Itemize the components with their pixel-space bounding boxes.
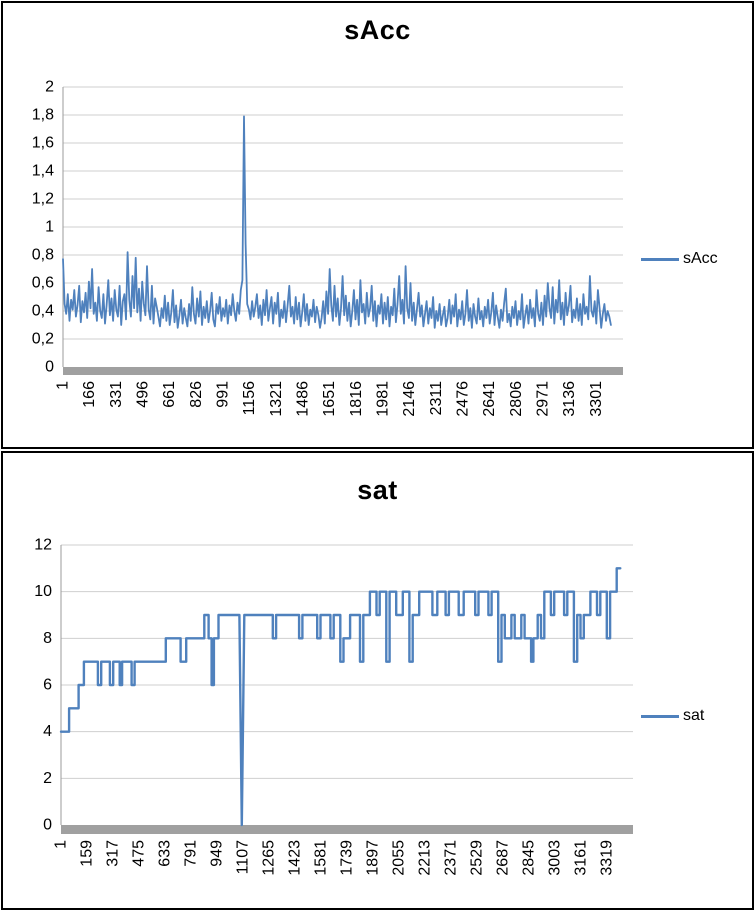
chart-plot-sat[interactable]: 0 2 4 6 8 10 12 1 159 317 475 633 791 949 1107 1265 1423…: [3, 453, 752, 908]
x-tick-label: 633: [157, 840, 174, 867]
x-tick-label: 826: [188, 381, 205, 408]
x-tick-label: 661: [161, 381, 178, 408]
x-tick-label: 3003: [547, 840, 564, 876]
x-tick-label: 1897: [365, 840, 382, 876]
x-tick-label: 2055: [391, 840, 408, 876]
x-tick-label: 791: [183, 840, 200, 867]
legend-sacc[interactable]: sAcc: [641, 250, 718, 268]
y-tick-label: 1: [45, 219, 54, 236]
y-tick-label: 8: [43, 630, 52, 647]
x-tick-label: 496: [135, 381, 152, 408]
x-tick-label: 159: [79, 840, 96, 867]
x-tick-label: 1107: [235, 840, 252, 875]
y-tick-label: 0,2: [32, 331, 54, 348]
x-tick-label: 317: [105, 840, 122, 867]
x-tick-label: 331: [108, 381, 125, 408]
x-tick-label: 1486: [295, 381, 312, 417]
x-tick-label: 1581: [313, 840, 330, 876]
legend-line-icon: [641, 257, 679, 261]
x-tick-label: 2529: [469, 840, 486, 876]
x-tick-label: 2971: [535, 381, 552, 417]
x-tick-label: 3319: [599, 840, 616, 876]
x-tick-label: 1: [55, 381, 72, 390]
x-tick-label: 1981: [375, 381, 392, 417]
x-tick-label: 2476: [455, 381, 472, 417]
y-tick-label: 0,4: [32, 303, 54, 320]
y-tick-label: 4: [43, 723, 52, 740]
x-tick-label: 1651: [321, 381, 338, 417]
x-tick-label: 1816: [348, 381, 365, 417]
x-tick-label: 166: [81, 381, 98, 408]
x-tick-label: 2213: [417, 840, 434, 876]
x-tick-label: 1423: [287, 840, 304, 876]
x-tick-label: 3301: [588, 381, 605, 417]
x-tick-label: 1: [53, 840, 70, 849]
x-tick-label: 3136: [561, 381, 578, 417]
chart-frame-sacc[interactable]: 0 0,2 0,4 0,6 0,8 1 1,2 1,4 1,6 1,8 2 1 166 331 496 661…: [1, 1, 754, 449]
y-tick-label: 2: [45, 79, 54, 96]
y-tick-label: 1,4: [32, 163, 54, 180]
y-tick-label: 0,6: [32, 275, 54, 292]
y-tick-label: 0: [45, 359, 54, 376]
x-tick-label: 1265: [261, 840, 278, 876]
y-tick-label: 2: [43, 770, 52, 787]
x-tick-label: 949: [209, 840, 226, 867]
chart-frame-sat[interactable]: 0 2 4 6 8 10 12 1 159 317 475 633 791 949 1107 1265 1423…: [1, 451, 754, 910]
x-tick-label: 2146: [401, 381, 418, 417]
x-tick-label: 2371: [443, 840, 460, 876]
x-tick-label: 2687: [495, 840, 512, 876]
y-tick-label: 1,6: [32, 135, 54, 152]
y-tick-label: 12: [34, 537, 52, 554]
legend-line-icon: [641, 714, 679, 718]
x-tick-label: 1321: [268, 381, 285, 417]
x-tick-label: 1156: [241, 381, 258, 416]
x-tick-label: 2641: [481, 381, 498, 417]
legend-sat[interactable]: sat: [641, 707, 704, 725]
x-axis-band: [63, 367, 623, 375]
series-line-sat: [59, 567, 622, 827]
x-tick-label: 475: [131, 840, 148, 867]
series-line-sAcc: [62, 115, 612, 329]
x-axis-band: [61, 825, 633, 834]
y-tick-label: 0: [43, 817, 52, 834]
legend-label-sat: sat: [683, 707, 705, 724]
x-tick-label: 1739: [339, 840, 356, 876]
chart-plot-sacc[interactable]: 0 0,2 0,4 0,6 0,8 1 1,2 1,4 1,6 1,8 2 1 166 331 496 661…: [3, 3, 752, 447]
y-tick-label: 1,8: [32, 107, 54, 124]
legend-label-sacc: sAcc: [683, 250, 718, 267]
y-tick-label: 10: [34, 583, 52, 600]
x-tick-label: 991: [215, 381, 232, 408]
chart-title-sat: sat: [357, 475, 398, 505]
y-tick-label: 0,8: [32, 247, 54, 264]
x-tick-label: 2806: [508, 381, 525, 417]
x-tick-label: 3161: [573, 840, 590, 876]
y-tick-label: 6: [43, 677, 52, 694]
x-tick-label: 2845: [521, 840, 538, 876]
chart-title-sacc: sAcc: [344, 15, 411, 45]
x-tick-label: 2311: [428, 381, 445, 416]
y-tick-label: 1,2: [32, 191, 54, 208]
